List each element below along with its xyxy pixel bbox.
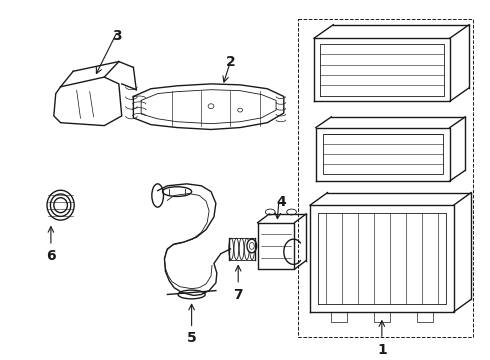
Text: 5: 5	[187, 331, 196, 345]
Ellipse shape	[250, 238, 254, 260]
Ellipse shape	[247, 239, 257, 253]
Text: 4: 4	[276, 195, 286, 210]
Bar	[322, 134, 443, 174]
Text: 7: 7	[233, 288, 243, 302]
Ellipse shape	[229, 238, 233, 260]
Ellipse shape	[287, 209, 296, 215]
Ellipse shape	[245, 238, 249, 260]
Ellipse shape	[234, 238, 239, 260]
Text: 6: 6	[46, 249, 56, 263]
Ellipse shape	[239, 238, 244, 260]
Text: 3: 3	[112, 28, 122, 42]
Text: 2: 2	[225, 55, 235, 69]
Bar	[298, 19, 473, 337]
Text: 1: 1	[377, 343, 387, 357]
Ellipse shape	[266, 209, 275, 215]
